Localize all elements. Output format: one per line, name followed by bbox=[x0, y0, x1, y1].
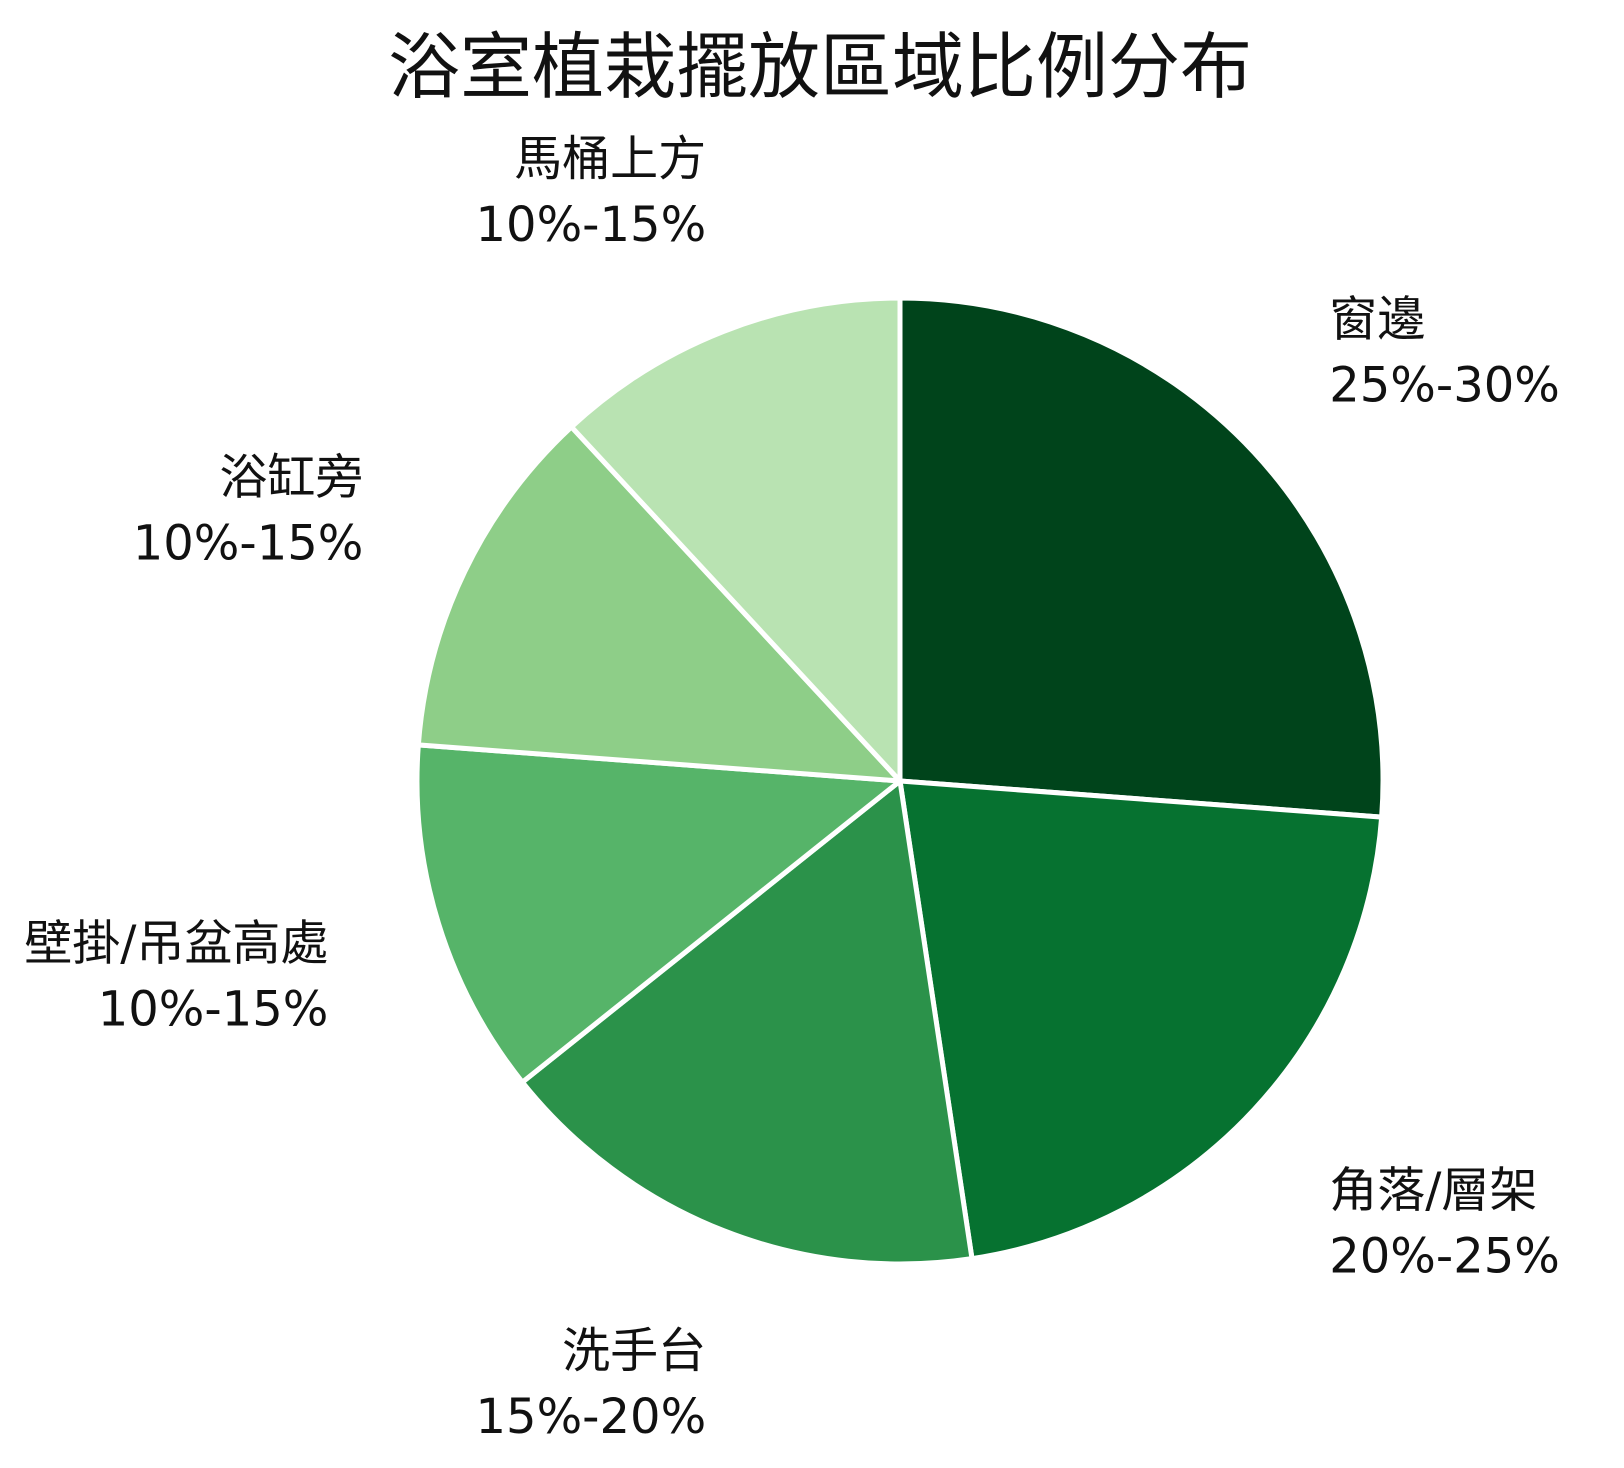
slice-value-label: 15%-20% bbox=[475, 1389, 706, 1445]
pie-slice bbox=[568, 295, 903, 784]
slice-value-label: 10%-15% bbox=[98, 982, 329, 1038]
slice-value-label: 10%-15% bbox=[475, 197, 706, 253]
slice-label: 角落/層架 bbox=[1329, 1162, 1537, 1218]
pie-slice bbox=[415, 424, 903, 784]
slice-label: 壁掛/吊盆高處 bbox=[24, 916, 328, 972]
pie-slice bbox=[897, 778, 1385, 1262]
slice-value-label: 20%-25% bbox=[1329, 1228, 1560, 1284]
pie-slice bbox=[519, 778, 975, 1267]
pie-slices bbox=[414, 295, 1386, 1267]
slice-label: 洗手台 bbox=[562, 1323, 706, 1379]
slice-value-label: 25%-30% bbox=[1329, 358, 1560, 414]
pie-slice bbox=[414, 742, 903, 1085]
slice-value-label: 10%-15% bbox=[133, 515, 364, 571]
chart-title: 浴室植栽擺放區域比例分布 bbox=[388, 25, 1252, 109]
slice-label: 窗邊 bbox=[1329, 292, 1425, 348]
slice-labels: 窗邊 25%-30% 角落/層架 20%-25% 洗手台 15%-20% 壁掛/吊盆高處 10… bbox=[24, 131, 1560, 1445]
slice-label: 馬桶上方 bbox=[514, 131, 706, 187]
slice-label: 浴缸旁 bbox=[219, 449, 363, 505]
pie-slice bbox=[897, 295, 1386, 820]
